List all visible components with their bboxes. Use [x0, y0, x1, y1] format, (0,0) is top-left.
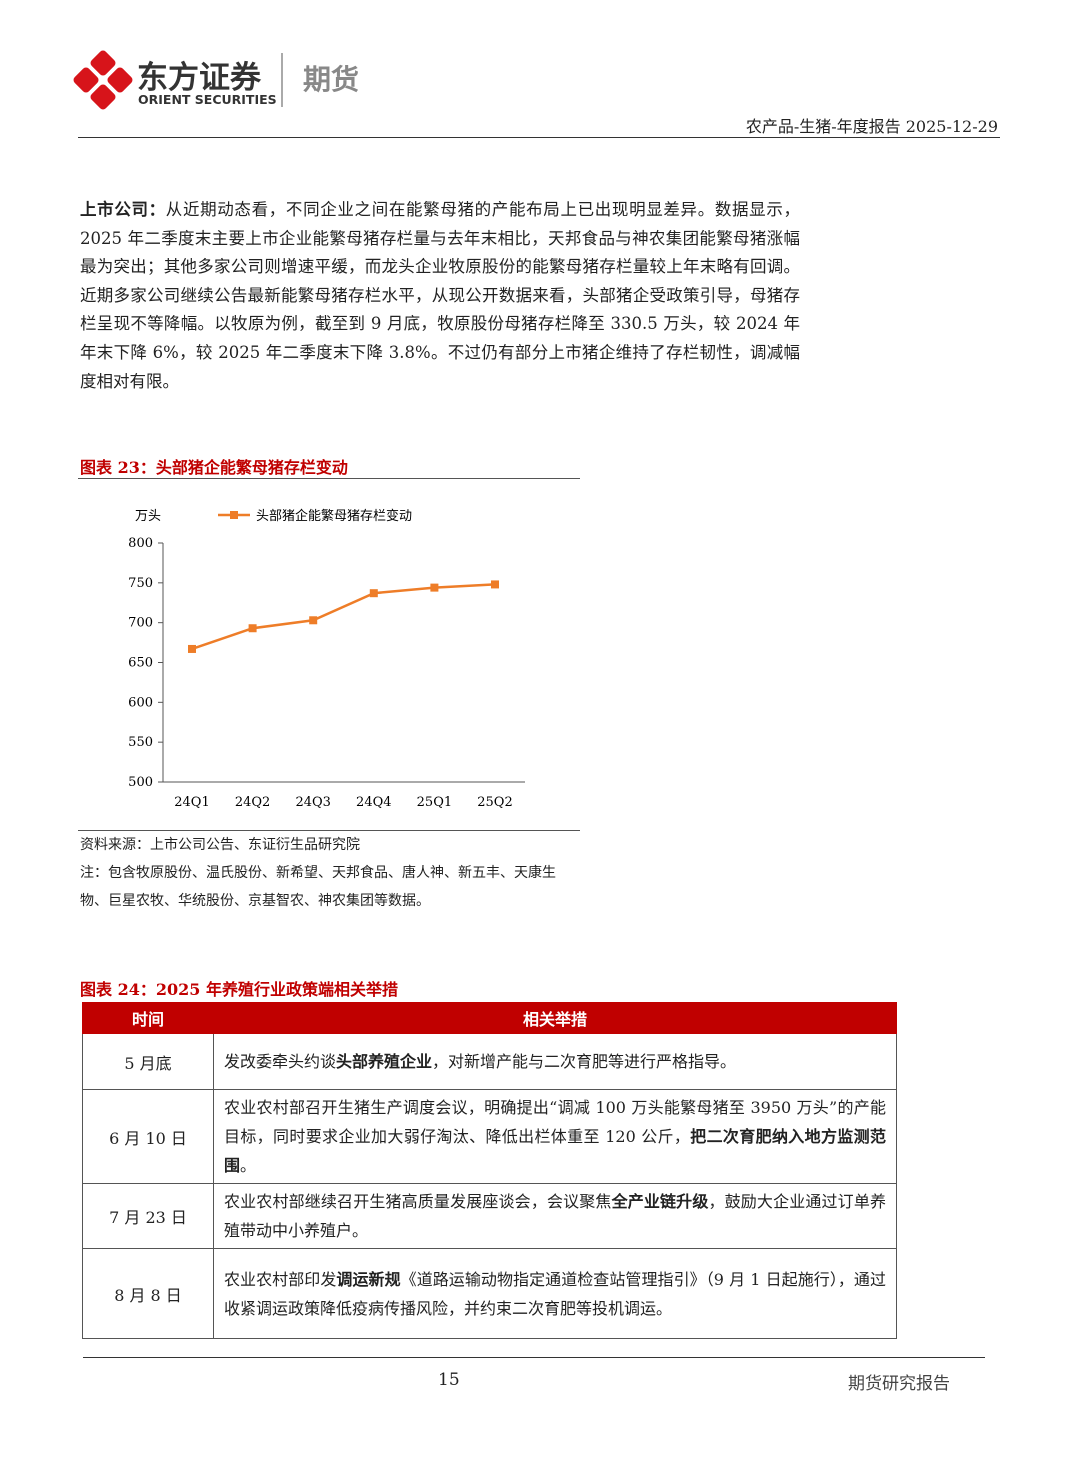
figure-title: 图表 23：头部猪企能繁母猪存栏变动 [80, 458, 348, 477]
marker [430, 583, 439, 592]
table-row: 6 月 10 日农业农村部召开生猪生产调度会议，明确提出“调减 100 万头能繁… [82, 1089, 897, 1184]
table-row: 7 月 23 日农业农村部继续召开生猪高质量发展座谈会，会议聚焦全产业链升级，鼓… [82, 1183, 897, 1249]
time-cell: 8 月 8 日 [82, 1248, 214, 1339]
series-line [191, 583, 496, 651]
time-cell: 6 月 10 日 [82, 1089, 214, 1184]
text-run: 调运新规 [336, 1269, 401, 1289]
header-row: 时间 相关举措 [82, 1002, 897, 1034]
legend-marker [230, 511, 238, 519]
x-tick-label: 24Q3 [295, 795, 330, 810]
x-tick-label: 24Q4 [356, 795, 391, 810]
y-tick-label: 500 [128, 775, 153, 790]
logo [73, 50, 283, 110]
measure-cell: 发改委牵头约谈头部养殖企业，对新增产能与二次育肥等进行严格指导。 [213, 1033, 897, 1090]
text-run: 把二次育肥纳入地方监测范围 [224, 1127, 886, 1175]
division: 期货 [303, 63, 360, 96]
figure-title: 图表 24：2025 年养殖行业政策端相关举措 [80, 980, 398, 999]
text-run: 从近期动态看，不同企业之间在能繁母猪的产能布局上已出现明显差异。数据显示，202… [80, 200, 801, 391]
rule [78, 830, 580, 831]
footer-label: 期货研究报告 [848, 1374, 950, 1394]
time-cell: 7 月 23 日 [82, 1183, 214, 1249]
marker [248, 624, 257, 633]
x-tick-label: 25Q1 [417, 795, 452, 810]
page-number: 15 [438, 1370, 460, 1390]
brand-cn: 东方证券 [137, 60, 261, 96]
y-tick-label: 600 [128, 695, 153, 710]
rule [78, 137, 1000, 138]
rule [83, 1357, 985, 1358]
text-run: 《道路运输动物指定通道检查站管理指引》（9 月 1 日起施行），通过收紧调运政策… [224, 1269, 886, 1318]
time-cell: 5 月底 [82, 1033, 214, 1090]
chart: 500 550 600 650 700 750 800 万头 24Q1 24Q2 24Q3 24Q4 2… [128, 508, 525, 810]
source: 资料来源：上市公司公告、东证衍生品研究院 [80, 837, 360, 853]
y-tick-label: 750 [128, 576, 153, 591]
note: 注：包含牧原股份、温氏股份、新希望、天邦食品、唐人神、新五丰、天康生物、巨星农牧… [80, 865, 556, 909]
policy-table: 时间 相关举措 5 月底 发改委牵头约谈头部养殖企业，对新增产能与二次育肥等进行严格指… [82, 1002, 897, 1339]
marker [188, 644, 196, 653]
y-axis-label: 万头 [135, 509, 161, 524]
rule [78, 478, 580, 479]
text-run: 农业农村部继续召开生猪高质量发展座谈会，会议聚焦 [224, 1192, 612, 1211]
text-run: 上市公司： [80, 200, 166, 219]
marker [369, 589, 378, 598]
text-run: 全产业链升级 [611, 1192, 709, 1211]
y-tick-label: 550 [128, 735, 153, 750]
report-line: 农产品-生猪-年度报告 2025-12-29 [745, 117, 998, 136]
table-row: 5 月底 发改委牵头约谈头部养殖企业，对新增产能与二次育肥等进行严格指导。 [82, 1033, 897, 1090]
measure-cell: 农业农村部印发调运新规《道路运输动物指定通道检查站管理指引》（9 月 1 日起施… [213, 1248, 897, 1339]
text-run: 。 [240, 1156, 257, 1175]
y-tick-label: 700 [128, 616, 153, 631]
text-run: 头部养殖企业 [336, 1052, 433, 1071]
text-run: 农业农村部召开生猪生产调度会议，明确提出“调减 100 万头能繁母猪至 3950… [224, 1098, 886, 1146]
legend-label: 头部猪企能繁母猪存栏变动 [256, 508, 412, 524]
brand-en: ORIENT SECURITIES [138, 92, 277, 107]
text-run: 农业农村部印发 [224, 1269, 337, 1289]
text-run: ，鼓励大企业通过订单养殖带动中小养殖户。 [224, 1192, 886, 1240]
header-cell: 相关举措 [213, 1002, 897, 1034]
paragraph: 上市公司：从近期动态看，不同企业之间在能繁母猪的产能布局上已出现明显差异。数据显… [80, 196, 800, 396]
marker [309, 616, 318, 625]
y-tick-label: 800 [128, 536, 153, 551]
measure-cell: 农业农村部召开生猪生产调度会议，明确提出“调减 100 万头能繁母猪至 3950… [213, 1089, 897, 1184]
measure-cell: 农业农村部继续召开生猪高质量发展座谈会，会议聚焦全产业链升级，鼓励大企业通过订单… [213, 1183, 897, 1249]
x-tick-label: 24Q2 [235, 795, 270, 810]
y-tick-label: 650 [128, 656, 153, 671]
header-cell: 时间 [82, 1002, 214, 1034]
x-tick-label: 24Q1 [174, 795, 209, 810]
table-row: 8 月 8 日农业农村部印发调运新规《道路运输动物指定通道检查站管理指引》（9 … [82, 1248, 897, 1339]
text-run: ，对新增产能与二次育肥等进行严格指导。 [432, 1052, 737, 1071]
marker [491, 580, 499, 589]
x-tick-label: 25Q2 [477, 795, 512, 810]
text-run: 发改委牵头约谈 [224, 1052, 337, 1071]
